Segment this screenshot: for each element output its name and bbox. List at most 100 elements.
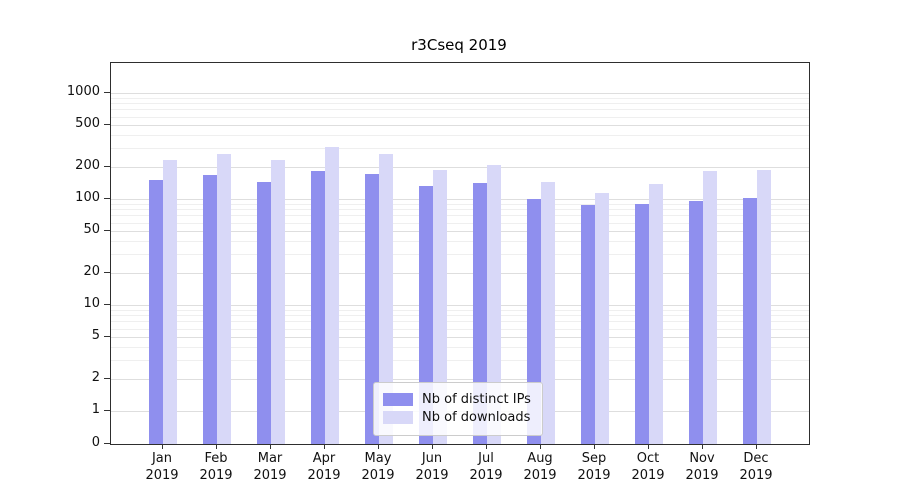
- gridline: [111, 109, 809, 111]
- gridline: [111, 254, 809, 256]
- bar-downloads: [703, 171, 717, 444]
- y-tick-mark: [104, 272, 110, 274]
- bar-distinct-ips: [365, 174, 379, 444]
- x-tick-mark: [486, 444, 487, 449]
- gridline: [111, 93, 809, 94]
- x-tick-mark: [324, 444, 325, 449]
- y-tick-label: 200: [75, 158, 100, 174]
- bar-distinct-ips: [743, 197, 757, 444]
- gridline: [111, 328, 809, 330]
- legend-row: Nb of distinct IPs: [383, 392, 531, 407]
- y-tick-mark: [104, 410, 110, 411]
- x-tick-mark: [162, 444, 163, 449]
- bar-downloads: [649, 183, 663, 444]
- y-tick-label: 20: [83, 264, 100, 280]
- x-tick-label: Nov 2019: [685, 451, 719, 483]
- gridline: [111, 309, 809, 311]
- gridline: [111, 305, 809, 306]
- bar-distinct-ips: [149, 180, 163, 444]
- y-tick-label: 1000: [66, 84, 100, 99]
- bar-distinct-ips: [473, 182, 487, 444]
- x-tick-label: May 2019: [361, 451, 395, 483]
- gridline: [111, 315, 809, 317]
- legend-label-distinct-ips: Nb of distinct IPs: [422, 392, 531, 407]
- y-tick-mark: [104, 335, 110, 337]
- y-tick-mark: [104, 166, 110, 168]
- bar-downloads: [217, 154, 231, 444]
- x-tick-label: Sep 2019: [577, 451, 611, 483]
- gridline: [111, 321, 809, 323]
- bar-downloads: [325, 146, 339, 444]
- y-tick-label: 100: [75, 190, 100, 205]
- x-tick-mark: [756, 444, 757, 449]
- legend-row: Nb of downloads: [383, 410, 531, 425]
- gridline: [111, 273, 809, 275]
- bar-downloads: [433, 169, 447, 444]
- x-tick-label: Mar 2019: [253, 451, 287, 483]
- y-tick-label: 500: [75, 115, 100, 131]
- bar-downloads: [757, 169, 771, 444]
- x-tick-label: Aug 2019: [523, 451, 557, 483]
- gridline: [111, 97, 809, 99]
- bar-downloads: [163, 159, 177, 444]
- bar-distinct-ips: [581, 204, 595, 444]
- legend-swatch-distinct-ips: [383, 393, 413, 406]
- legend-label-downloads: Nb of downloads: [422, 410, 531, 425]
- y-tick-label: 2: [91, 370, 100, 386]
- gridline: [111, 360, 809, 362]
- gridline: [111, 241, 809, 243]
- bar-distinct-ips: [419, 186, 433, 444]
- bar-distinct-ips: [635, 203, 649, 444]
- y-tick-mark: [104, 304, 110, 305]
- gridline: [111, 230, 809, 232]
- y-tick-mark: [104, 123, 110, 125]
- bar-distinct-ips: [311, 170, 325, 444]
- gridline: [111, 199, 809, 200]
- gridline: [111, 135, 809, 137]
- x-tick-mark: [378, 444, 379, 449]
- plot-area: Nb of distinct IPs Nb of downloads: [110, 62, 810, 445]
- x-tick-label: Jan 2019: [145, 451, 179, 483]
- legend: Nb of distinct IPs Nb of downloads: [373, 382, 543, 436]
- x-tick-label: Jul 2019: [469, 451, 503, 483]
- y-tick-label: 5: [91, 327, 100, 343]
- gridline: [111, 148, 809, 150]
- bar-downloads: [379, 154, 393, 444]
- bar-distinct-ips: [257, 181, 271, 444]
- y-tick-label: 50: [83, 221, 100, 237]
- bar-downloads: [271, 159, 285, 444]
- gridline: [111, 209, 809, 211]
- gridline: [111, 116, 809, 118]
- y-tick-mark: [104, 378, 110, 380]
- y-tick-label: 0: [91, 435, 100, 450]
- x-tick-label: Dec 2019: [739, 451, 773, 483]
- gridline: [111, 167, 809, 169]
- x-tick-mark: [594, 444, 595, 449]
- gridline: [111, 124, 809, 126]
- y-tick-label: 1: [91, 402, 100, 417]
- gridline: [111, 103, 809, 105]
- bar-downloads: [487, 164, 501, 444]
- x-tick-label: Feb 2019: [199, 451, 233, 483]
- x-tick-mark: [216, 444, 217, 449]
- x-tick-mark: [540, 444, 541, 449]
- gridline: [111, 222, 809, 224]
- gridline: [111, 347, 809, 349]
- y-tick-mark: [104, 229, 110, 231]
- y-tick-mark: [104, 443, 110, 444]
- x-tick-mark: [432, 444, 433, 449]
- x-tick-mark: [648, 444, 649, 449]
- bar-distinct-ips: [689, 200, 703, 444]
- y-tick-label: 10: [83, 296, 100, 311]
- y-tick-mark: [104, 92, 110, 93]
- chart-title: r3Cseq 2019: [411, 36, 507, 54]
- x-tick-label: Oct 2019: [631, 451, 665, 483]
- gridline: [111, 336, 809, 338]
- gridline: [111, 215, 809, 217]
- bar-distinct-ips: [203, 174, 217, 444]
- y-tick-mark: [104, 198, 110, 199]
- x-tick-label: Apr 2019: [307, 451, 341, 483]
- bar-downloads: [541, 181, 555, 444]
- legend-swatch-downloads: [383, 411, 413, 424]
